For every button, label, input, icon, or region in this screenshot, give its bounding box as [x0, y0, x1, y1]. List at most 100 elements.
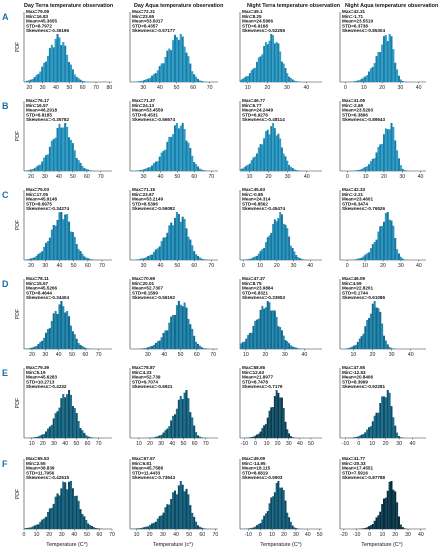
- histogram-bar: [282, 490, 285, 529]
- histogram-bar: [75, 338, 78, 349]
- histogram-bar: [259, 309, 262, 349]
- histogram-bar: [52, 313, 55, 349]
- x-tick-label: 40: [416, 85, 422, 91]
- x-tick-label: 40: [158, 263, 164, 269]
- stat-line: Max=71.15: [132, 187, 156, 192]
- histogram-bar: [175, 123, 178, 171]
- histogram-bar: [87, 436, 90, 438]
- histogram-bar: [62, 481, 65, 529]
- x-tick-label: 60: [194, 352, 200, 358]
- histogram-bar: [179, 221, 182, 260]
- panel-f-3: Max=49.09Min=-14.95Mean=18.115STD=8.6819…: [239, 456, 323, 538]
- histogram-bar: [273, 396, 276, 438]
- histogram-bar: [89, 170, 92, 171]
- stat-line: Skewness=-0.34274: [26, 206, 69, 211]
- histogram-bar: [368, 71, 371, 82]
- histogram-bar: [162, 432, 165, 438]
- histogram-bar: [189, 412, 192, 438]
- histogram-bar: [50, 140, 53, 171]
- histogram-bar: [397, 516, 400, 529]
- histogram-bar: [37, 524, 40, 529]
- histogram-bar: [198, 436, 201, 438]
- histogram-bar: [54, 496, 57, 529]
- histogram-bar: [284, 500, 287, 529]
- x-tick-label: 40: [297, 441, 303, 447]
- histogram-bar: [181, 123, 184, 171]
- histogram-bar: [263, 45, 266, 82]
- histogram-bar: [69, 64, 72, 82]
- histogram-bar: [353, 81, 356, 82]
- histogram-bar: [193, 516, 196, 529]
- histogram-bar: [139, 528, 142, 529]
- histogram-bar: [158, 156, 161, 171]
- x-tick-label: 50: [84, 532, 90, 538]
- histogram-bar: [71, 69, 74, 82]
- histogram-bar: [270, 497, 273, 529]
- histogram-bar: [371, 524, 374, 529]
- histogram-bar: [288, 343, 291, 349]
- column-title-night-aqua: Night Aqua temperature observation: [345, 3, 438, 9]
- histogram-bar: [245, 259, 248, 260]
- histogram-bar: [261, 519, 264, 529]
- histogram-bar: [390, 348, 393, 349]
- histogram-bar: [399, 524, 402, 529]
- histogram-bar: [41, 340, 44, 349]
- histogram-bar: [60, 127, 63, 171]
- histogram-bar: [368, 427, 371, 438]
- histogram-bar: [345, 348, 348, 349]
- histogram-bar: [58, 123, 61, 171]
- histogram-bar: [75, 76, 78, 82]
- histogram-bar: [388, 34, 391, 82]
- histogram-bar: [154, 521, 157, 529]
- histogram-bar: [149, 255, 152, 260]
- histogram-bar: [69, 394, 72, 438]
- histogram-bar: [168, 48, 171, 82]
- stat-line: Mean=17.4551: [342, 466, 373, 471]
- histogram-bar: [39, 71, 42, 82]
- stat-line: Max=67.57: [132, 456, 156, 461]
- histogram-bar: [29, 527, 32, 529]
- x-tick-label: -10: [353, 532, 361, 538]
- panel-f-1: PDF Max=65.53Min=2.55Mean=38.839STD=11.79…: [15, 456, 115, 538]
- histogram-bar: [351, 346, 354, 349]
- histogram-bar: [50, 44, 53, 82]
- histogram-bar: [375, 56, 378, 82]
- histogram-bar: [58, 37, 61, 82]
- panel-f-4: Max=41.77Min=-20.33Mean=17.4551STD=7.591…: [339, 456, 426, 538]
- histogram-bar: [275, 482, 278, 529]
- stat-line: Min=8.75: [242, 281, 262, 286]
- histogram-bar: [75, 158, 78, 171]
- x-tick-label: 70: [96, 441, 102, 447]
- stat-line: Mean=46.2918: [26, 108, 57, 113]
- x-tick-label: 10: [363, 174, 369, 180]
- stat-line: Min=16.57: [26, 103, 49, 108]
- histogram-bar: [394, 238, 397, 260]
- x-tick-label: 50: [70, 174, 76, 180]
- histogram-bar: [243, 77, 246, 82]
- histogram-bar: [183, 46, 186, 82]
- histogram-bar: [257, 57, 260, 82]
- histogram-bar: [364, 432, 367, 438]
- histogram-bar: [375, 412, 378, 438]
- x-tick-label: 40: [158, 174, 164, 180]
- histogram-bar: [293, 527, 296, 529]
- histogram-bar: [247, 259, 250, 260]
- histogram-bar: [177, 399, 180, 438]
- histogram-bar: [272, 310, 275, 349]
- histogram-bar: [68, 481, 71, 529]
- histogram-bar: [396, 249, 399, 260]
- histogram-bar: [137, 528, 140, 529]
- histogram-bar: [356, 170, 359, 171]
- histogram-bar: [166, 428, 169, 438]
- histogram-bar: [189, 63, 192, 82]
- stat-line: Skewness=-0.5903: [242, 475, 283, 480]
- histogram-bar: [147, 347, 150, 349]
- histogram-bar: [293, 80, 296, 82]
- histogram-bar: [275, 41, 278, 82]
- histogram-bar: [261, 54, 264, 82]
- x-tick-label: 70: [109, 532, 115, 538]
- histogram-bar: [147, 255, 150, 260]
- histogram-bar: [240, 343, 242, 349]
- histogram-bar: [37, 344, 40, 349]
- stat-line: Min=23.67: [132, 192, 155, 197]
